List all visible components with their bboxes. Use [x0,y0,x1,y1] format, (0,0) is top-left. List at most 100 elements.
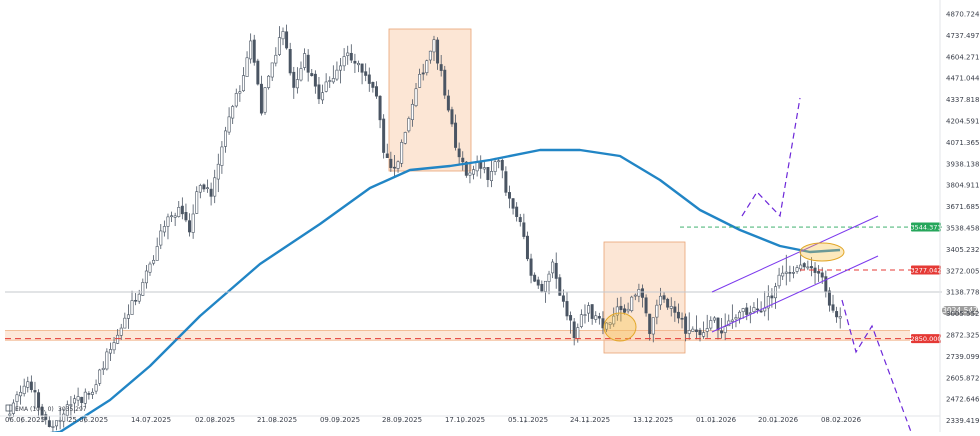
candle-body [234,93,238,107]
candle-body [507,192,511,199]
candle-body [245,57,249,77]
candle-body [543,280,547,292]
candle-body [835,311,839,318]
candle-body [752,307,756,312]
candle-body [784,271,788,274]
y-tick-label: 2472.646 [946,396,980,404]
candle-body [454,122,458,148]
candle-body [425,60,429,74]
y-tick-label: 2605.872 [946,374,979,382]
candle-body [306,54,310,73]
support-zone [5,330,910,341]
candle-body [439,64,443,71]
candle-body [119,327,123,336]
price-label-box [911,334,941,344]
candle-body [809,266,813,269]
y-tick-label: 4204.591 [946,118,979,126]
candle-body [130,300,134,315]
candle-body [705,328,709,332]
candle-body [55,420,59,427]
y-tick-label: 3938.138 [946,160,979,168]
candle-body [612,315,616,325]
candle-body [583,314,587,316]
candle-body [349,52,353,61]
candle-body [19,391,23,397]
candle-body [518,217,522,223]
candle-body [626,308,630,312]
candle-body [472,169,476,175]
channel-lower-line [711,255,879,333]
candle-body [820,272,824,278]
candle-body [346,52,350,56]
price-label-box [911,265,941,275]
y-tick-label: 3538.458 [946,225,979,233]
candle-body [666,298,670,308]
candle-body [339,65,343,71]
candle-body [608,322,612,325]
candle-body [144,270,148,284]
y-tick-label: 2739.099 [946,353,979,361]
x-tick-label: 05.11.2025 [508,416,548,424]
y-tick-label: 2872.325 [946,332,979,340]
candle-body [249,40,253,60]
candle-body [712,317,716,321]
candle-body [195,191,199,214]
candle-body [112,342,116,351]
candle-body [748,312,752,315]
candle-body [231,106,235,119]
candle-body [295,79,299,89]
candle-body [116,334,120,344]
candle-body [317,84,321,100]
candle-body [838,316,842,319]
candle-body [615,306,619,316]
candle-body [303,53,307,68]
candle-body [479,161,483,169]
price-label-text: 2850.000 [910,335,941,343]
candle-body [799,264,803,270]
candle-body [26,381,30,388]
y-tick-label: 2339.419 [946,417,979,425]
candle-body [216,163,220,180]
x-tick-label: 20.01.2026 [758,416,799,424]
price-label-text: 3277.042 [910,266,941,274]
candle-body [400,142,404,164]
indicator-toggle-icon[interactable] [5,404,13,412]
forecast-up-path [741,97,801,218]
candle-body [464,161,468,176]
candle-body [29,381,33,390]
y-tick-label: 3272.005 [946,267,979,275]
candle-body [162,226,166,233]
candle-body [698,329,702,336]
candle-body [691,328,695,332]
candle-body [702,332,706,337]
candle-body [281,31,285,40]
candle-body [561,295,565,302]
candle-body [522,222,526,237]
candle-body [213,177,217,197]
candle-body [73,398,76,404]
x-tick-label: 06.06.2025 [5,416,45,424]
candle-body [827,290,831,306]
highlight-circle-low [603,312,637,342]
indicator-legend: EMA (100, 0) 3035.297 [5,404,87,413]
candle-body [669,306,673,309]
candle-body [33,390,37,393]
candle-body [324,81,328,92]
candle-body [756,308,760,311]
candle-body [709,320,713,329]
candle-body [741,308,745,313]
candle-body [684,316,688,334]
candle-body [270,62,274,78]
y-tick-label: 4471.044 [946,75,980,83]
candle-body [44,414,48,420]
y-tick-label: 3005.552 [946,310,979,318]
candle-body [468,172,472,176]
candle-body [180,205,184,215]
y-tick-label: 4337.818 [946,96,979,104]
candle-body [734,317,738,320]
x-tick-label: 13.12.2025 [633,416,673,424]
candle-body [360,63,364,73]
candle-body [166,216,170,227]
candle-body [579,314,583,327]
